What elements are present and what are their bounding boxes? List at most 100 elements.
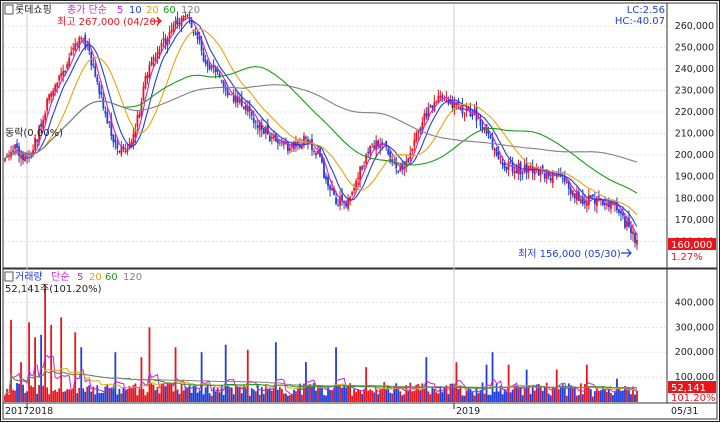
candle-body bbox=[495, 148, 498, 155]
candle-body bbox=[50, 93, 53, 97]
volume-bar bbox=[571, 388, 574, 402]
candle-body bbox=[513, 171, 516, 174]
volume-bar bbox=[325, 395, 327, 402]
volume-bar bbox=[108, 387, 111, 402]
volume-bar bbox=[389, 392, 392, 402]
volume-bar bbox=[383, 382, 386, 402]
volume-bar bbox=[353, 388, 356, 402]
candle-body bbox=[36, 139, 39, 142]
candle-body bbox=[569, 187, 572, 195]
date-label-2019: 2019 bbox=[456, 406, 480, 417]
candle-body bbox=[126, 150, 129, 153]
volume-bar bbox=[497, 391, 500, 402]
candle-body bbox=[204, 60, 207, 64]
volume-bar bbox=[158, 393, 161, 402]
candle-body bbox=[232, 96, 235, 102]
candle-body bbox=[447, 100, 450, 104]
ma-10-label[interactable]: 10 bbox=[129, 5, 142, 16]
candle-body bbox=[401, 163, 404, 170]
volume-bar bbox=[282, 393, 285, 402]
volume-bar bbox=[276, 389, 279, 402]
candle-body bbox=[437, 95, 440, 102]
candle-body bbox=[551, 172, 554, 184]
volume-bar bbox=[234, 384, 237, 402]
price-panel[interactable] bbox=[2, 2, 668, 269]
candle-body bbox=[357, 177, 360, 179]
volume-bar bbox=[499, 385, 502, 402]
volume-bar bbox=[52, 391, 55, 402]
volume-bar bbox=[136, 395, 139, 402]
volume-bar bbox=[319, 385, 321, 402]
candle-body bbox=[160, 42, 163, 48]
candle-body bbox=[138, 113, 141, 118]
volume-bar bbox=[626, 386, 628, 402]
chart-menu-box[interactable] bbox=[4, 4, 14, 15]
candle-body bbox=[581, 196, 584, 204]
volume-bar bbox=[577, 394, 580, 402]
price-tick-label: 230,000 bbox=[675, 85, 714, 96]
candle-body bbox=[92, 63, 95, 66]
volume-bar bbox=[439, 385, 442, 402]
volume-bar bbox=[473, 395, 476, 402]
volume-bar bbox=[130, 388, 133, 402]
volume-bar bbox=[515, 384, 518, 402]
candle-body bbox=[262, 128, 265, 134]
volume-bar bbox=[196, 392, 199, 402]
ma-5-label[interactable]: 5 bbox=[117, 5, 123, 16]
candle-body bbox=[132, 133, 135, 146]
volume-bar bbox=[248, 395, 251, 402]
volume-bar bbox=[343, 385, 345, 402]
candle-body bbox=[353, 188, 356, 191]
volume-bar bbox=[379, 389, 382, 402]
candle-body bbox=[198, 37, 201, 41]
volume-bar bbox=[614, 391, 616, 402]
candle-body bbox=[391, 159, 394, 162]
candle-body bbox=[16, 143, 18, 148]
volume-bar bbox=[194, 386, 197, 402]
volume-bar bbox=[244, 388, 247, 402]
volume-bar bbox=[369, 389, 372, 402]
volume-bar bbox=[82, 388, 85, 402]
candle-body bbox=[182, 15, 185, 21]
candle-body bbox=[591, 194, 594, 197]
volume-tick-label: 300,000 bbox=[675, 322, 714, 333]
volume-ma-5-label[interactable]: 5 bbox=[77, 272, 83, 283]
ma-120-label[interactable]: 120 bbox=[181, 5, 200, 16]
candle-body bbox=[264, 127, 267, 134]
volume-bar bbox=[451, 383, 454, 402]
candle-body bbox=[399, 165, 402, 171]
candle-body bbox=[632, 231, 634, 235]
candle-body bbox=[118, 151, 121, 153]
left-label: 동락(0.00%) bbox=[5, 127, 63, 139]
candle-body bbox=[369, 145, 372, 154]
volume-bar bbox=[461, 395, 464, 402]
candle-body bbox=[258, 122, 261, 131]
volume-ma-60-label[interactable]: 60 bbox=[105, 272, 118, 283]
volume-bar bbox=[246, 349, 249, 402]
volume-bar bbox=[204, 387, 207, 402]
candle-body bbox=[329, 185, 331, 190]
volume-bar bbox=[291, 394, 293, 402]
volume-bar bbox=[533, 390, 536, 402]
candle-body bbox=[222, 81, 225, 88]
volume-bar bbox=[96, 385, 99, 402]
candle-body bbox=[256, 125, 259, 128]
volume-bar bbox=[441, 392, 444, 402]
volume-bar bbox=[307, 385, 309, 402]
ma-20-label[interactable]: 20 bbox=[146, 5, 159, 16]
candle-body bbox=[417, 130, 420, 134]
volume-bar bbox=[501, 394, 504, 402]
volume-menu-box[interactable] bbox=[4, 271, 14, 282]
volume-ma-20-label[interactable]: 20 bbox=[89, 272, 102, 283]
ma-60-label[interactable]: 60 bbox=[163, 5, 176, 16]
candle-body bbox=[325, 176, 327, 180]
volume-bar bbox=[377, 394, 380, 402]
volume-bar bbox=[559, 385, 562, 402]
candle-body bbox=[246, 106, 249, 112]
candle-body bbox=[190, 21, 193, 28]
volume-bar bbox=[465, 391, 468, 402]
volume-bar bbox=[593, 391, 596, 402]
candle-body bbox=[289, 147, 291, 151]
volume-ma-120-label[interactable]: 120 bbox=[123, 272, 142, 283]
volume-bar bbox=[517, 388, 520, 402]
